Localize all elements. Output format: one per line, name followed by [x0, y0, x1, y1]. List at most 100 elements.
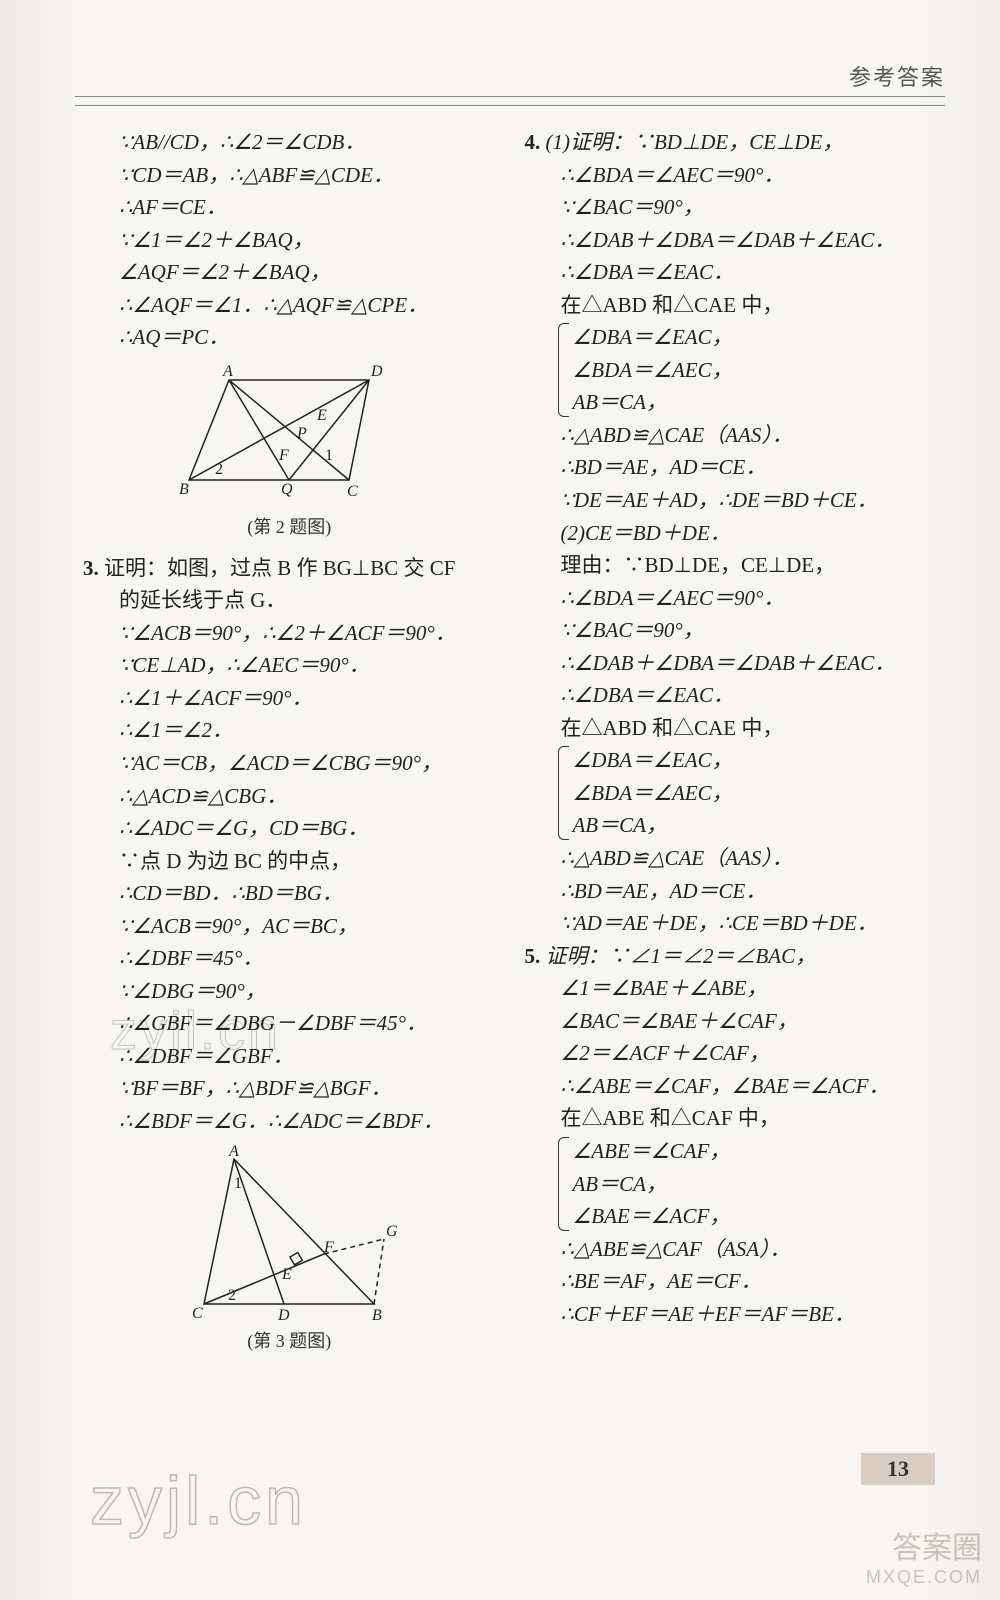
p5-l1: 证明：∵∠1＝∠2＝∠BAC，: [545, 944, 816, 968]
p4-line: ∴△ABD≌△CAE（AAS）．: [524, 842, 937, 875]
fig2-label-C: C: [347, 483, 358, 500]
p4-line: ∵∠BAC＝90°，: [524, 191, 937, 224]
p3-line: ∵BF＝BF，∴△BDF≌△BGF．: [83, 1072, 496, 1105]
header-border: [75, 105, 945, 106]
p3-line: ∵点 D 为边 BC 的中点，: [83, 845, 496, 878]
left-line: ∴AQ＝PC．: [83, 321, 496, 354]
p4-l6: 在△ABD 和△CAE 中，: [560, 293, 783, 317]
p3-line: ∴△ACD≌△CBG．: [83, 780, 496, 813]
p5-l6: 在△ABE 和△CAF 中，: [560, 1106, 779, 1130]
p3-line: 的延长线于点 G．: [83, 584, 496, 617]
fig3-angle-2: 2: [228, 1287, 236, 1304]
figure-2: A D B C E P F Q 1 2: [169, 360, 409, 510]
p3-l10: ∵点 D 为边 BC 的中点，: [119, 849, 351, 873]
left-line: ∴AF＝CE．: [83, 191, 496, 224]
fig3-label-F: F: [323, 1239, 334, 1256]
left-column: ∵AB//CD，∴∠2＝∠CDB． ∵CD＝AB，∴△ABF≌△CDE． ∴AF…: [75, 126, 504, 1486]
brace-group-2: ∠DBA＝∠EAC， ∠BDA＝∠AEC， AB＝CA，: [524, 744, 937, 842]
brace-line: ∠ABE＝∠CAF，: [572, 1135, 937, 1168]
p4-line: ∴△ABD≌△CAE（AAS）．: [524, 419, 937, 452]
p4-line: ∵∠BAC＝90°，: [524, 614, 937, 647]
p4-l1: (1)证明：∵BD⊥DE，CE⊥DE，: [545, 130, 843, 154]
p3-line: ∵CE⊥AD，∴∠AEC＝90°．: [83, 649, 496, 682]
p3-line: ∴∠ADC＝∠G，CD＝BG．: [83, 812, 496, 845]
p4-line: ∵AD＝AE＋DE，∴CE＝BD＋DE．: [524, 907, 937, 940]
p4-l16: 在△ABD 和△CAE 中，: [560, 716, 783, 740]
left-line: ∵AB//CD，∴∠2＝∠CDB．: [83, 126, 496, 159]
left-line: ∵∠1＝∠2＋∠BAQ，: [83, 224, 496, 257]
brace-group-3: ∠ABE＝∠CAF， AB＝CA， ∠BAE＝∠ACF，: [524, 1135, 937, 1233]
p3-number: 3.: [83, 556, 104, 580]
p5-line: ∴∠ABE＝∠CAF，∠BAE＝∠ACF．: [524, 1070, 937, 1103]
fig2-label-A: A: [222, 363, 233, 380]
column-divider: [510, 126, 511, 1486]
fig2-label-F: F: [278, 447, 289, 464]
fig3-label-D: D: [277, 1307, 290, 1324]
fig2-label-D: D: [370, 363, 383, 380]
p4-line: ∴∠BDA＝∠AEC＝90°．: [524, 582, 937, 615]
fig3-label-G: G: [386, 1223, 398, 1240]
fig2-label-Q: Q: [281, 481, 293, 498]
header-title: 参考答案: [75, 60, 945, 97]
p3-line: ∴∠BDF＝∠G．∴∠ADC＝∠BDF．: [83, 1105, 496, 1138]
left-line: ∠AQF＝∠2＋∠BAQ，: [83, 256, 496, 289]
p4-line: ∴∠DBA＝∠EAC．: [524, 679, 937, 712]
p5-number: 5.: [524, 944, 545, 968]
left-line: ∵CD＝AB，∴△ABF≌△CDE．: [83, 159, 496, 192]
two-column-layout: ∵AB//CD，∴∠2＝∠CDB． ∵CD＝AB，∴△ABF≌△CDE． ∴AF…: [75, 126, 945, 1486]
p3-line: ∴∠1＝∠2．: [83, 714, 496, 747]
problem-4-head: 4. (1)证明：∵BD⊥DE，CE⊥DE，: [524, 126, 937, 159]
p4-line: ∴BD＝AE，AD＝CE．: [524, 875, 937, 908]
figure-3: A C B D E F G 1 2: [174, 1144, 404, 1324]
p4-line: ∴BD＝AE，AD＝CE．: [524, 451, 937, 484]
watermark-zyjl-1: zyjl.cn: [110, 1000, 281, 1062]
brace-line: AB＝CA，: [572, 1168, 937, 1201]
right-column: 4. (1)证明：∵BD⊥DE，CE⊥DE， ∴∠BDA＝∠AEC＝90°． ∵…: [516, 126, 945, 1486]
p4-number: 4.: [524, 130, 545, 154]
watermark-answer-circle: 答案圈 MXQE.COM: [866, 1523, 982, 1588]
brace-line: ∠DBA＝∠EAC，: [572, 321, 937, 354]
p4-line: ∴∠BDA＝∠AEC＝90°．: [524, 159, 937, 192]
p3-line: ∴∠1＋∠ACF＝90°．: [83, 682, 496, 715]
brace-group-1: ∠DBA＝∠EAC， ∠BDA＝∠AEC， AB＝CA，: [524, 321, 937, 419]
p5-line: 在△ABE 和△CAF 中，: [524, 1102, 937, 1135]
watermark-3-top: 答案圈: [892, 1532, 982, 1565]
p5-line: ∠2＝∠ACF＋∠CAF，: [524, 1037, 937, 1070]
p3-line: ∴CD＝BD．∴BD＝BG．: [83, 877, 496, 910]
fig3-label-C: C: [192, 1305, 203, 1322]
brace-line: ∠BAE＝∠ACF，: [572, 1200, 937, 1233]
fig3-angle-1: 1: [234, 1175, 242, 1192]
p4-line: ∴∠DBA＝∠EAC．: [524, 256, 937, 289]
p5-line: ∴BE＝AF，AE＝CF．: [524, 1265, 937, 1298]
brace-line: ∠BDA＝∠AEC，: [572, 777, 937, 810]
figure-2-caption: (第 2 题图): [83, 514, 496, 542]
p5-line: ∠1＝∠BAE＋∠ABE，: [524, 972, 937, 1005]
p4-l11: 理由：∵BD⊥DE，CE⊥DE，: [560, 553, 835, 577]
fig3-label-A: A: [228, 1144, 239, 1160]
p5-line: ∴△ABE≌△CAF（ASA）．: [524, 1233, 937, 1266]
p4-line: 理由：∵BD⊥DE，CE⊥DE，: [524, 549, 937, 582]
page: 参考答案 ∵AB//CD，∴∠2＝∠CDB． ∵CD＝AB，∴△ABF≌△CDE…: [0, 0, 1000, 1600]
p5-line: ∴CF＋EF＝AE＋EF＝AF＝BE．: [524, 1298, 937, 1331]
p4-line: ∴∠DAB＋∠DBA＝∠DAB＋∠EAC．: [524, 647, 937, 680]
problem-5-head: 5. 证明：∵∠1＝∠2＝∠BAC，: [524, 940, 937, 973]
watermark-zyjl-2: zyjl.cn: [90, 1462, 307, 1540]
fig3-label-B: B: [372, 1307, 382, 1324]
fig2-angle-2: 2: [215, 461, 223, 478]
page-number: 13: [861, 1453, 935, 1485]
brace-line: ∠DBA＝∠EAC，: [572, 744, 937, 777]
left-line: ∴∠AQF＝∠1．∴△AQF≌△CPE．: [83, 289, 496, 322]
p4-line: 在△ABD 和△CAE 中，: [524, 712, 937, 745]
fig3-label-E: E: [281, 1266, 292, 1283]
watermark-3-sub: MXQE.COM: [866, 1567, 982, 1588]
figure-3-caption: (第 3 题图): [83, 1328, 496, 1356]
fig2-label-B: B: [179, 481, 189, 498]
p3-line: ∴∠DBF＝45°．: [83, 942, 496, 975]
p3-line: ∵∠ACB＝90°，AC＝BC，: [83, 910, 496, 943]
brace-line: AB＝CA，: [572, 386, 937, 419]
p4-line: 在△ABD 和△CAE 中，: [524, 289, 937, 322]
p3-l1: 证明：如图，过点 B 作 BG⊥BC 交 CF: [104, 556, 455, 580]
p3-line: ∵∠ACB＝90°，∴∠2＋∠ACF＝90°．: [83, 617, 496, 650]
p3-line: ∵AC＝CB，∠ACD＝∠CBG＝90°，: [83, 747, 496, 780]
p5-line: ∠BAC＝∠BAE＋∠CAF，: [524, 1005, 937, 1038]
